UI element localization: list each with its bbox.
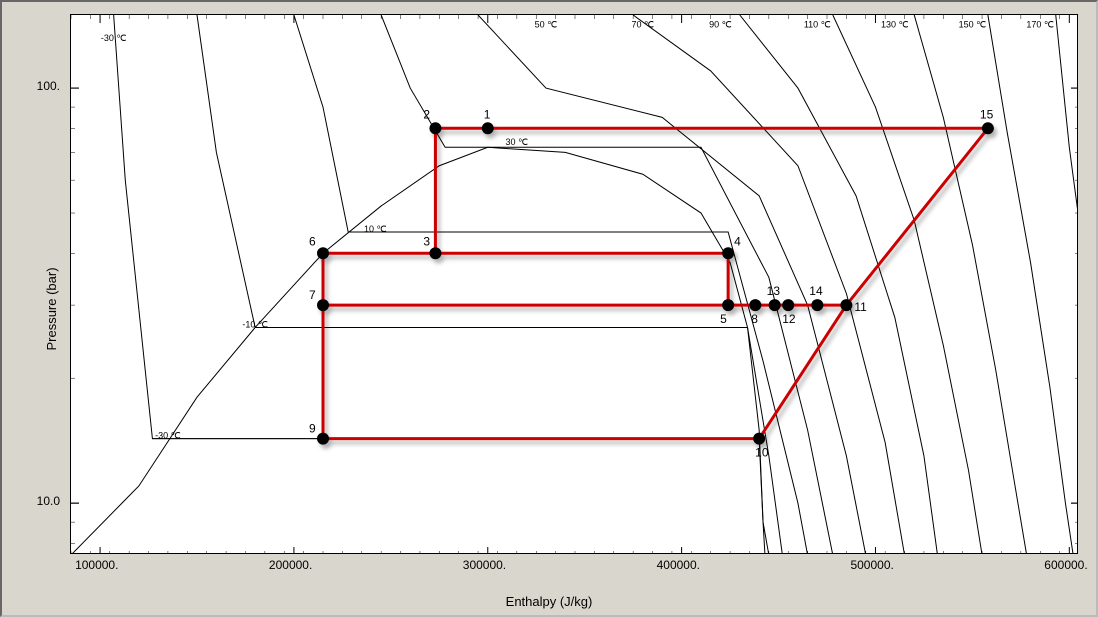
svg-text:30 ℃: 30 ℃ — [506, 137, 529, 147]
svg-text:130 ℃: 130 ℃ — [881, 19, 909, 29]
svg-text:-30 ℃: -30 ℃ — [101, 33, 127, 43]
x-tick-label: 400000. — [657, 558, 700, 572]
svg-text:70 ℃: 70 ℃ — [632, 19, 655, 29]
svg-text:-30 ℃: -30 ℃ — [155, 431, 181, 441]
svg-text:2: 2 — [423, 107, 430, 121]
x-tick-label: 200000. — [269, 558, 312, 572]
chart-frame: Pressure (bar) Enthalpy (J/kg) -30 ℃ 50 ℃… — [0, 0, 1098, 617]
svg-text:150 ℃: 150 ℃ — [959, 19, 987, 29]
svg-text:6: 6 — [309, 234, 316, 248]
svg-text:5: 5 — [720, 312, 727, 326]
svg-text:11: 11 — [854, 300, 867, 314]
y-tick-label: 10.0 — [37, 494, 60, 508]
svg-text:90 ℃: 90 ℃ — [709, 19, 732, 29]
y-tick-label: 100. — [37, 79, 60, 93]
x-tick-label: 500000. — [850, 558, 893, 572]
svg-text:170 ℃: 170 ℃ — [1026, 19, 1054, 29]
svg-text:1: 1 — [484, 107, 491, 121]
svg-text:110 ℃: 110 ℃ — [804, 19, 831, 29]
x-axis-label: Enthalpy (J/kg) — [506, 594, 593, 609]
y-axis-label: Pressure (bar) — [44, 267, 59, 350]
x-tick-label: 100000. — [75, 558, 118, 572]
x-tick-label: 600000. — [1044, 558, 1087, 572]
svg-text:50 ℃: 50 ℃ — [535, 19, 558, 29]
svg-text:10 ℃: 10 ℃ — [364, 224, 387, 234]
svg-text:3: 3 — [423, 234, 430, 248]
svg-text:7: 7 — [309, 288, 316, 302]
svg-text:9: 9 — [309, 422, 316, 436]
svg-text:15: 15 — [980, 107, 994, 121]
svg-text:8: 8 — [751, 312, 758, 326]
svg-text:-10 ℃: -10 ℃ — [242, 319, 268, 329]
svg-text:10: 10 — [755, 446, 769, 460]
svg-text:12: 12 — [782, 312, 796, 326]
x-tick-label: 300000. — [463, 558, 506, 572]
svg-text:4: 4 — [734, 234, 741, 248]
svg-text:14: 14 — [809, 284, 823, 298]
svg-text:13: 13 — [767, 284, 781, 298]
ph-diagram-svg: -30 ℃50 ℃70 ℃90 ℃110 ℃130 ℃150 ℃170 ℃30 … — [71, 15, 1078, 554]
plot-area: -30 ℃50 ℃70 ℃90 ℃110 ℃130 ℃150 ℃170 ℃30 … — [70, 14, 1078, 554]
